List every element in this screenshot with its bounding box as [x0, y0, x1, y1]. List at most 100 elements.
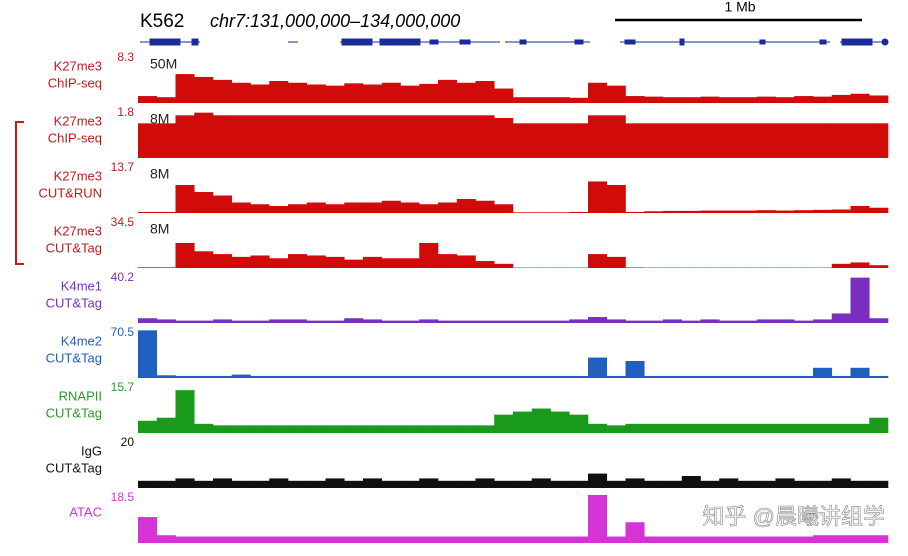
track-label: ChIP-seq	[48, 75, 102, 90]
signal-bar	[719, 210, 739, 213]
signal-bar	[419, 536, 439, 543]
signal-bar	[306, 425, 326, 433]
signal-bar	[625, 123, 645, 158]
signal-bar	[175, 390, 195, 433]
signal-bar	[738, 423, 758, 433]
signal-bar	[531, 375, 551, 378]
signal-bar	[288, 204, 308, 213]
signal-bar	[869, 123, 889, 158]
signal-bar	[625, 360, 645, 378]
signal-bar	[775, 536, 795, 543]
signal-bar	[156, 417, 176, 433]
signal-bar	[456, 82, 476, 103]
signal-bar	[288, 319, 308, 323]
signal-bar	[700, 423, 720, 433]
signal-bar	[475, 320, 495, 323]
signal-bar	[756, 423, 776, 433]
signal-bar	[419, 242, 439, 268]
signal-bar	[363, 478, 383, 488]
track-label: ATAC	[69, 504, 102, 519]
signal-bar	[175, 536, 195, 543]
signal-bar	[606, 375, 626, 378]
signal-bar	[850, 277, 870, 323]
signal-bar	[794, 375, 814, 378]
signal-bar	[456, 425, 476, 433]
signal-bar	[156, 375, 176, 378]
signal-bar	[194, 536, 214, 543]
track-label: K27me3	[54, 113, 102, 128]
signal-bar	[869, 207, 889, 213]
signal-bar	[194, 251, 214, 268]
signal-bar	[363, 256, 383, 268]
signal-bar	[156, 319, 176, 323]
signal-bar	[288, 82, 308, 103]
signal-bar	[869, 480, 889, 488]
signal-bar	[869, 535, 889, 543]
signal-bar	[831, 209, 851, 213]
signal-bar	[213, 254, 233, 268]
signal-bar	[794, 320, 814, 323]
signal-bar	[813, 96, 833, 103]
signal-bar	[494, 204, 514, 213]
signal-bar	[756, 123, 776, 158]
signal-bar	[644, 211, 664, 213]
signal-bar	[569, 375, 589, 378]
signal-bar	[344, 480, 364, 488]
signal-bar	[419, 478, 439, 488]
track-label: K4me2	[61, 333, 102, 348]
signal-bar	[456, 255, 476, 268]
signal-bar	[813, 480, 833, 488]
track-max: 20	[121, 435, 135, 449]
signal-bar	[644, 320, 664, 323]
signal-bar	[325, 320, 345, 323]
track-max: 8.3	[117, 50, 134, 64]
signal-bar	[381, 115, 401, 158]
signal-bar	[363, 115, 383, 158]
signal-bar	[738, 123, 758, 158]
signal-bar	[794, 423, 814, 433]
signal-bar	[813, 367, 833, 378]
signal-bar	[438, 202, 458, 213]
signal-bar	[175, 242, 195, 268]
signal-bar	[719, 97, 739, 103]
signal-bar	[606, 319, 626, 323]
signal-bar	[513, 480, 533, 488]
signal-bar	[438, 536, 458, 543]
signal-bar	[588, 423, 608, 433]
signal-bar	[625, 522, 645, 543]
signal-bar	[306, 480, 326, 488]
track-label: CUT&RUN	[38, 185, 102, 200]
signal-bar	[550, 97, 570, 103]
signal-bar	[738, 320, 758, 323]
signal-bar	[213, 536, 233, 543]
signal-bar	[400, 536, 420, 543]
signal-bar	[531, 408, 551, 433]
track-label: CUT&Tag	[46, 295, 102, 310]
signal-bar	[663, 536, 683, 543]
signal-bar	[681, 210, 701, 213]
signal-bar	[194, 480, 214, 488]
signal-bar	[625, 211, 645, 213]
signal-bar	[344, 425, 364, 433]
signal-bar	[813, 535, 833, 543]
signal-bar	[719, 423, 739, 433]
signal-bar	[288, 254, 308, 268]
signal-bar	[681, 97, 701, 103]
signal-bar	[213, 79, 233, 103]
signal-bar	[363, 319, 383, 323]
signal-bar	[269, 205, 289, 213]
signal-bar	[213, 425, 233, 433]
signal-bar	[325, 425, 345, 433]
signal-bar	[475, 81, 495, 103]
signal-bar	[775, 423, 795, 433]
signal-bar	[138, 480, 158, 488]
signal-bar	[456, 375, 476, 378]
signal-bar	[400, 202, 420, 213]
signal-bar	[813, 423, 833, 433]
signal-bar	[194, 191, 214, 213]
track-label: RNAPII	[59, 388, 102, 403]
signal-bar	[400, 425, 420, 433]
signal-bar	[138, 420, 158, 433]
track-max: 18.5	[111, 490, 135, 504]
